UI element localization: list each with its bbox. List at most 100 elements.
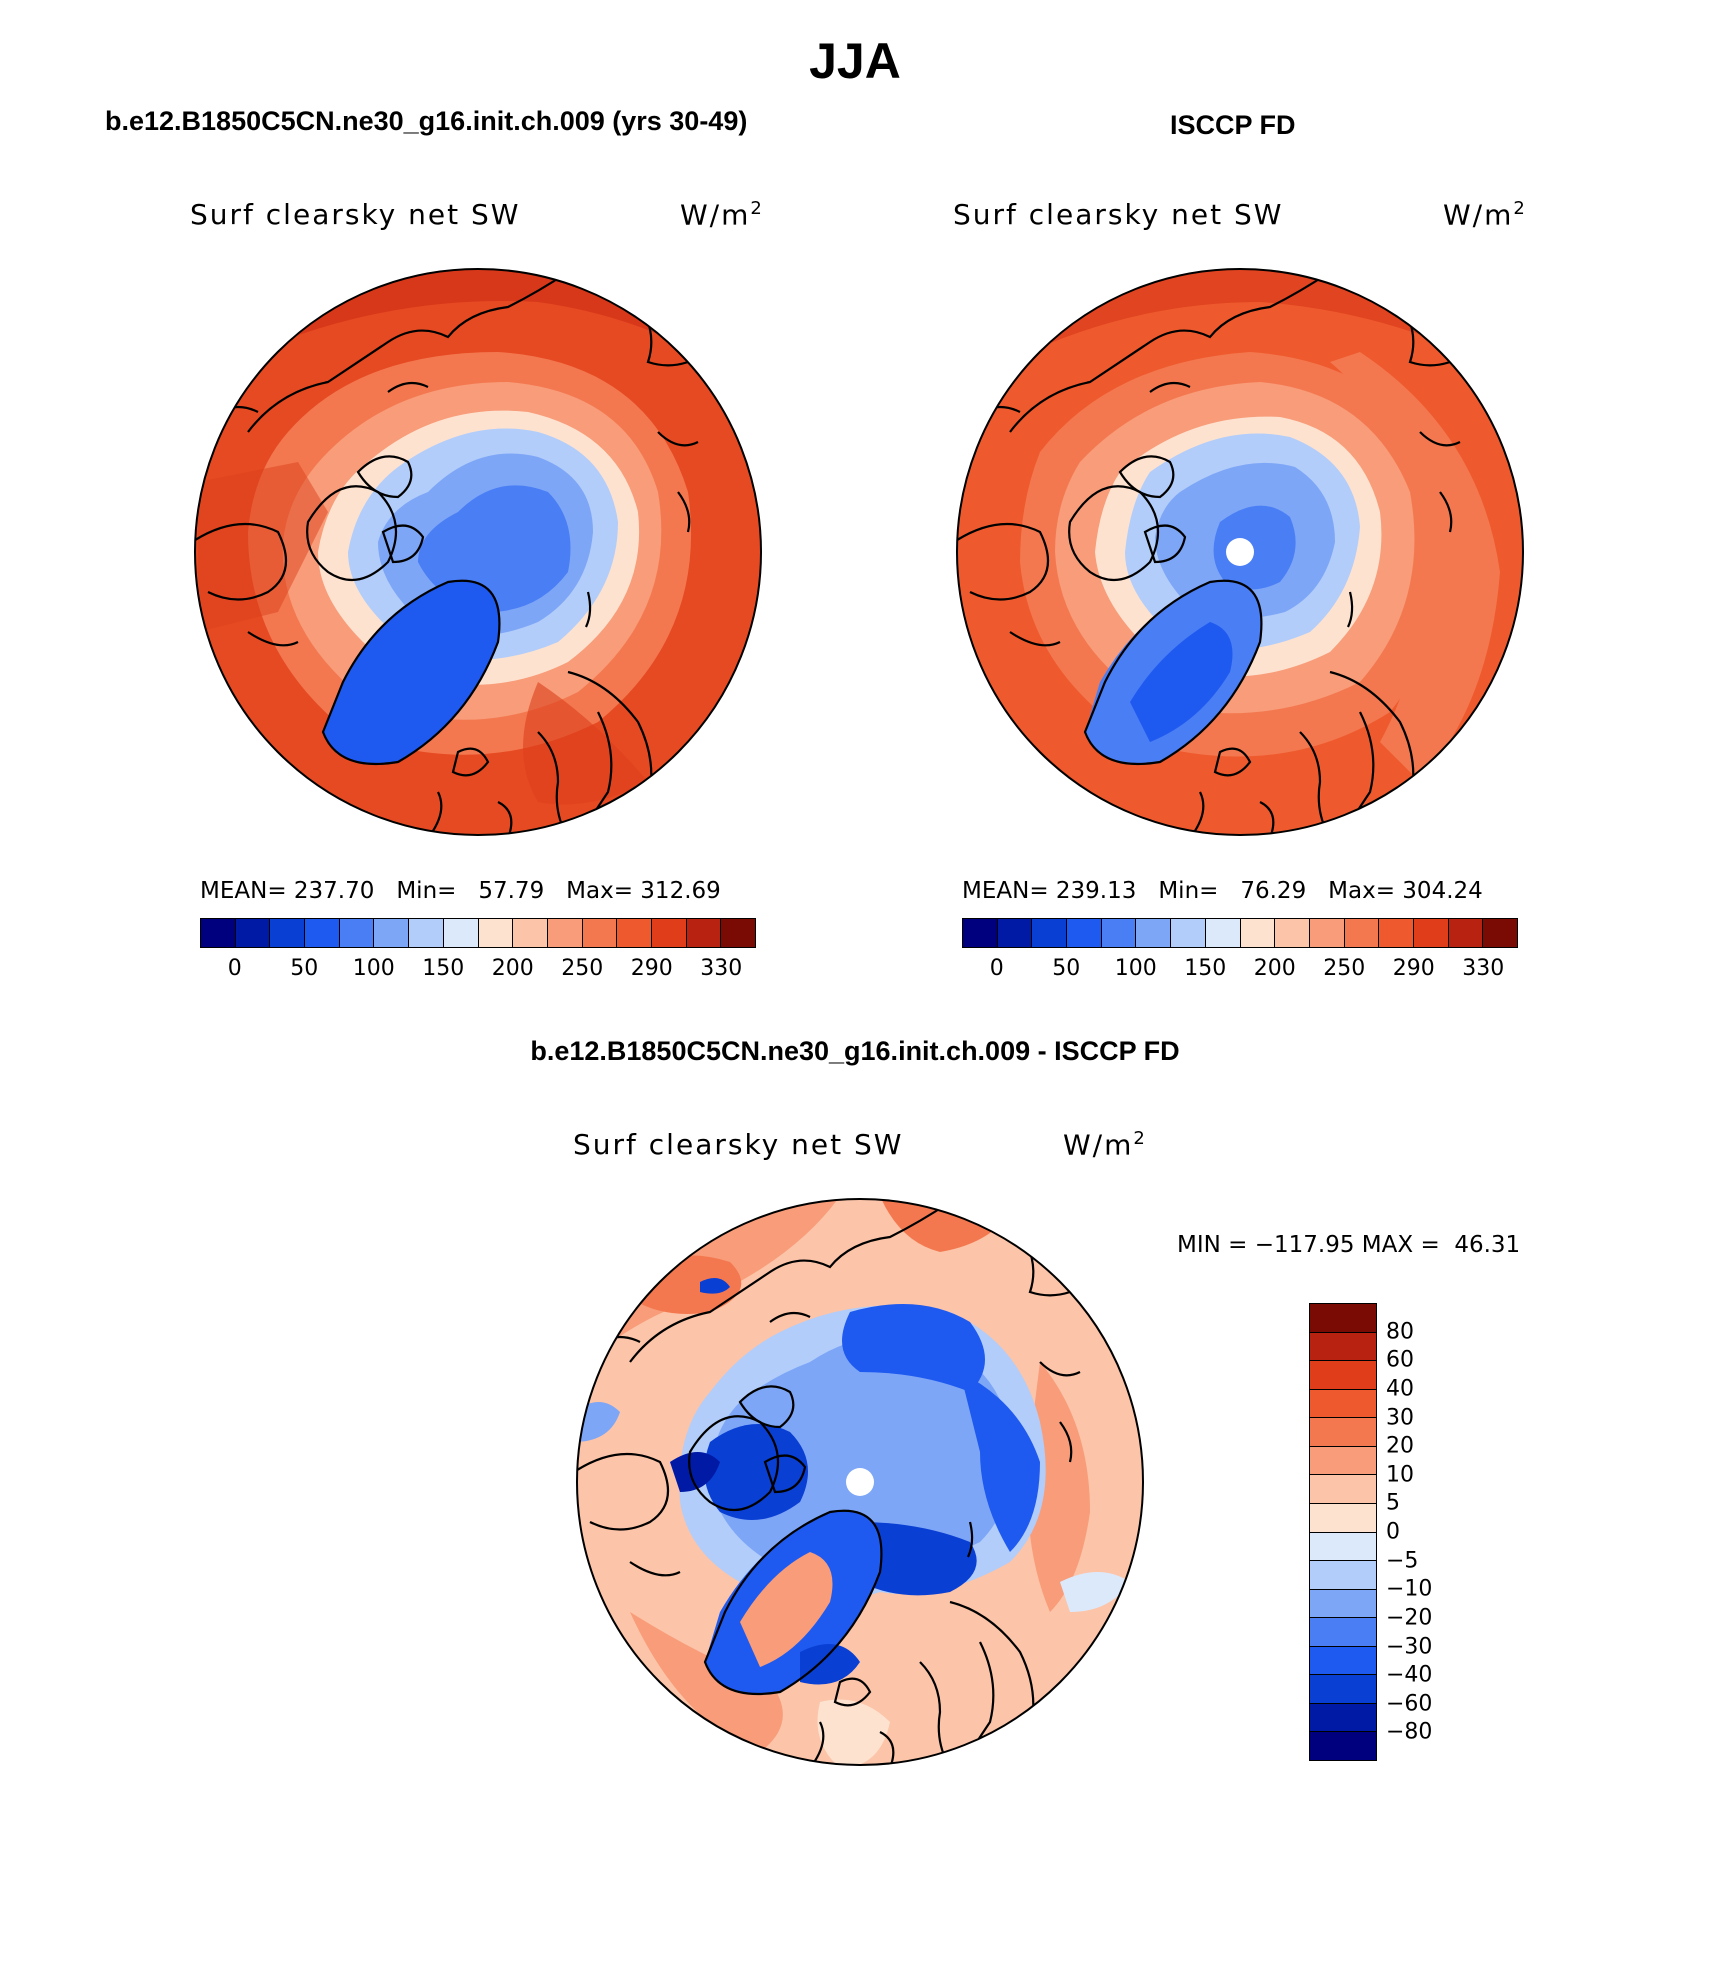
diff-colorbar-tick-label: 80 xyxy=(1386,1319,1414,1345)
diff-colorbar-swatch xyxy=(1310,1645,1376,1675)
obs-colorbar xyxy=(962,918,1518,948)
obs-colorbar-swatch xyxy=(1308,919,1344,947)
diff-panel-header: b.e12.B1850C5CN.ne30_g16.init.ch.009 - I… xyxy=(530,1036,1180,1066)
diff-colorbar-swatch xyxy=(1310,1331,1376,1361)
model-colorbar-tick-label: 290 xyxy=(630,956,673,981)
model-colorbar-tick-label: 330 xyxy=(700,956,743,981)
diff-colorbar-tick-label: 0 xyxy=(1386,1519,1400,1545)
model-colorbar-swatch xyxy=(512,919,547,947)
model-colorbar-swatch xyxy=(373,919,409,947)
diff-variable-label: Surf clearsky net SW xyxy=(573,1128,904,1161)
obs-stats: MEAN= 239.13 Min= 76.29 Max= 304.24 xyxy=(962,878,1483,904)
diff-colorbar-swatch xyxy=(1310,1360,1376,1389)
model-colorbar-swatch xyxy=(304,919,339,947)
diff-colorbar-swatch xyxy=(1310,1674,1376,1703)
obs-colorbar-swatch xyxy=(1170,919,1205,947)
diff-colorbar-swatch xyxy=(1310,1417,1376,1446)
diff-colorbar-tick-label: 5 xyxy=(1386,1490,1400,1516)
obs-colorbar-swatch xyxy=(1066,919,1101,947)
diff-colorbar-tick-label: −30 xyxy=(1386,1634,1433,1659)
model-colorbar-tick-label: 50 xyxy=(290,956,319,981)
model-colorbar-tick-label: 100 xyxy=(352,956,395,981)
diff-colorbar-tick-label: −80 xyxy=(1386,1719,1433,1745)
diff-polar-map xyxy=(576,1198,1144,1766)
model-colorbar-ticks: 0 50 100 150 200 250 290 330 xyxy=(200,956,756,986)
model-colorbar-swatch xyxy=(269,919,305,947)
model-panel-header: b.e12.B1850C5CN.ne30_g16.init.ch.009 (yr… xyxy=(105,106,748,136)
model-colorbar-swatch xyxy=(477,919,513,947)
obs-colorbar-tick-label: 200 xyxy=(1253,956,1296,981)
diff-colorbar-tick-label: 10 xyxy=(1386,1462,1414,1488)
diff-colorbar-tick-label: −40 xyxy=(1386,1662,1433,1688)
obs-colorbar-swatch xyxy=(1204,919,1240,947)
diff-colorbar-ticks: 80 60 40 30 20 10 5 0 −5 −10 −20 −30 −40 −60 −80 xyxy=(1386,1303,1506,1761)
model-colorbar-swatch xyxy=(720,919,755,947)
model-colorbar-tick-label: 0 xyxy=(227,956,242,981)
diff-colorbar-swatch xyxy=(1310,1502,1376,1532)
diff-colorbar-tick-label: −10 xyxy=(1386,1576,1433,1602)
obs-colorbar-swatch xyxy=(1447,919,1483,947)
obs-colorbar-tick-label: 50 xyxy=(1052,956,1081,981)
obs-colorbar-tick-label: 290 xyxy=(1392,956,1435,981)
obs-colorbar-swatch xyxy=(1100,919,1136,947)
obs-colorbar-tick-label: 100 xyxy=(1114,956,1157,981)
obs-colorbar-swatch xyxy=(1031,919,1067,947)
diff-colorbar xyxy=(1309,1303,1377,1761)
obs-units: W/m2 xyxy=(1443,198,1527,232)
model-colorbar-swatch xyxy=(581,919,617,947)
model-colorbar-swatch xyxy=(546,919,582,947)
model-polar-map xyxy=(194,268,762,836)
diff-colorbar-tick-label: 20 xyxy=(1386,1433,1414,1459)
diff-colorbar-swatch xyxy=(1310,1702,1376,1732)
model-colorbar-swatch xyxy=(685,919,721,947)
obs-colorbar-tick-label: 330 xyxy=(1462,956,1505,981)
model-variable-label: Surf clearsky net SW xyxy=(190,198,521,231)
diff-minmax: MIN = −117.95 MAX = 46.31 xyxy=(1177,1232,1521,1258)
model-colorbar xyxy=(200,918,756,948)
model-stats: MEAN= 237.70 Min= 57.79 Max= 312.69 xyxy=(200,878,721,904)
model-colorbar-tick-label: 200 xyxy=(491,956,534,981)
obs-colorbar-swatch xyxy=(1482,919,1517,947)
diff-colorbar-swatch xyxy=(1310,1304,1376,1332)
figure-title: JJA xyxy=(809,33,901,89)
model-units: W/m2 xyxy=(680,198,764,232)
diff-colorbar-tick-label: −5 xyxy=(1386,1548,1419,1574)
model-colorbar-swatch xyxy=(338,919,374,947)
model-colorbar-swatch xyxy=(650,919,686,947)
model-colorbar-swatch xyxy=(408,919,443,947)
obs-colorbar-swatch xyxy=(1239,919,1275,947)
obs-colorbar-swatch xyxy=(1412,919,1448,947)
diff-colorbar-swatch xyxy=(1310,1474,1376,1503)
diff-colorbar-swatch xyxy=(1310,1531,1376,1561)
obs-colorbar-tick-label: 0 xyxy=(989,956,1004,981)
obs-variable-label: Surf clearsky net SW xyxy=(953,198,1284,231)
diff-colorbar-tick-label: 60 xyxy=(1386,1347,1414,1373)
diff-colorbar-swatch xyxy=(1310,1588,1376,1618)
diff-colorbar-tick-label: 30 xyxy=(1386,1405,1414,1430)
obs-colorbar-swatch xyxy=(1343,919,1379,947)
model-colorbar-tick-label: 250 xyxy=(561,956,604,981)
diff-units: W/m2 xyxy=(1063,1128,1147,1162)
model-colorbar-tick-label: 150 xyxy=(422,956,465,981)
diff-colorbar-swatch xyxy=(1310,1560,1376,1589)
obs-colorbar-swatch xyxy=(1274,919,1309,947)
obs-colorbar-swatch xyxy=(963,919,997,947)
obs-colorbar-tick-label: 150 xyxy=(1184,956,1227,981)
obs-colorbar-ticks: 0 50 100 150 200 250 290 330 xyxy=(962,956,1518,986)
diff-colorbar-swatch xyxy=(1310,1388,1376,1418)
obs-colorbar-tick-label: 250 xyxy=(1323,956,1366,981)
diff-colorbar-swatch xyxy=(1310,1617,1376,1646)
diff-colorbar-tick-label: −20 xyxy=(1386,1605,1433,1631)
obs-colorbar-swatch xyxy=(996,919,1032,947)
model-colorbar-swatch xyxy=(616,919,651,947)
model-colorbar-swatch xyxy=(201,919,235,947)
obs-panel-header: ISCCP FD xyxy=(1170,110,1296,140)
model-colorbar-swatch xyxy=(442,919,478,947)
diff-colorbar-swatch xyxy=(1310,1445,1376,1475)
obs-colorbar-swatch xyxy=(1378,919,1413,947)
diff-colorbar-tick-label: 40 xyxy=(1386,1376,1414,1402)
obs-polar-map xyxy=(956,268,1524,836)
diff-colorbar-tick-label: −60 xyxy=(1386,1691,1433,1717)
model-colorbar-swatch xyxy=(234,919,270,947)
diff-colorbar-swatch xyxy=(1310,1731,1376,1760)
